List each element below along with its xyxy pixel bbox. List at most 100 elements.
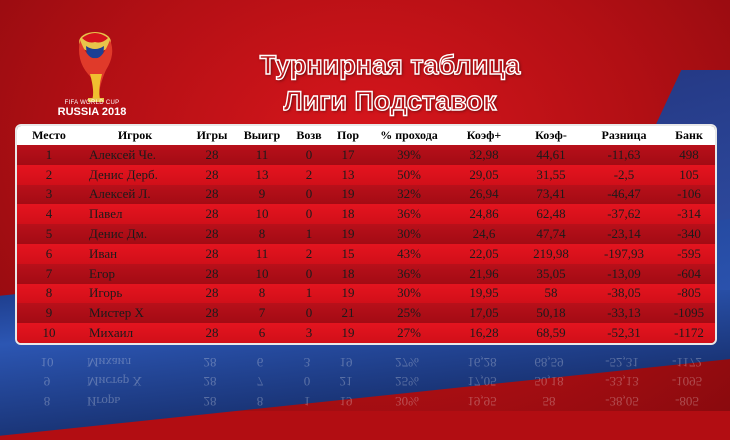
cell-coef-minus: 58 xyxy=(517,283,585,304)
reflection-cell: 30% xyxy=(395,394,419,410)
cell-pass-rate: 36% xyxy=(367,204,451,225)
cell-coef-plus: 24,6 xyxy=(451,224,517,244)
cell-pass-rate: 50% xyxy=(367,164,451,185)
table-row: 7 Егор 28 10 0 18 36% 21,96 35,05 -13,09 -604 xyxy=(17,263,715,284)
cell-coef-minus: 44,61 xyxy=(517,145,585,165)
cell-player: Алексей Л. xyxy=(81,184,189,205)
cell-place: 2 xyxy=(17,164,81,185)
cell-wins: 7 xyxy=(235,303,289,324)
reflection-cell: -33,13 xyxy=(605,374,639,390)
header-bank: Банк xyxy=(663,126,715,145)
standings-table: Место Игрок Игры Выигр Возв Пор% прохода Коэф+… xyxy=(17,126,715,343)
cell-losses: 21 xyxy=(329,303,367,324)
cell-coef-minus: 68,59 xyxy=(517,323,585,343)
cell-place: 3 xyxy=(17,184,81,205)
cell-pass-rate: 39% xyxy=(367,145,451,165)
cell-returns: 1 xyxy=(289,283,329,304)
reflection-cell: 50,18 xyxy=(534,374,564,390)
cell-player: Игорь xyxy=(81,283,189,304)
cell-difference: -11,63 xyxy=(585,145,663,165)
cell-coef-minus: 219,98 xyxy=(517,243,585,264)
header-games: Игры xyxy=(189,126,235,145)
cell-place: 5 xyxy=(17,224,81,244)
cell-player: Иван xyxy=(81,243,189,264)
cell-place: 1 xyxy=(17,145,81,165)
reflection-cell: Михаил xyxy=(87,354,132,370)
cell-coef-plus: 22,05 xyxy=(451,243,517,264)
cell-bank: -805 xyxy=(663,283,715,304)
cell-losses: 19 xyxy=(329,283,367,304)
cell-games: 28 xyxy=(189,204,235,225)
cell-coef-minus: 50,18 xyxy=(517,303,585,324)
reflection-cell: 27% xyxy=(395,354,419,370)
reflection-cell: 21 xyxy=(339,374,353,390)
table-row: 5 Денис Дм. 28 8 1 19 30% 24,6 47,74 -23,14 -340 xyxy=(17,224,715,244)
cell-wins: 11 xyxy=(235,243,289,264)
table-row: 1 Алексей Че. 28 11 0 17 39% 32,98 44,61 -11,63 49… xyxy=(17,145,715,165)
reflection-cell: -52,31 xyxy=(605,354,639,370)
reflection-cell: 0 xyxy=(303,374,311,390)
reflection-cell: 9 xyxy=(43,374,51,390)
cell-games: 28 xyxy=(189,224,235,244)
cell-bank: -1172 xyxy=(663,323,715,343)
cell-place: 7 xyxy=(17,263,81,284)
cell-losses: 19 xyxy=(329,224,367,244)
cell-pass-rate: 43% xyxy=(367,243,451,264)
reflection-cell: 8 xyxy=(43,394,51,410)
cell-difference: -52,31 xyxy=(585,323,663,343)
table-row: 4 Павел 28 10 0 18 36% 24,86 62,48 -37,62 -314 xyxy=(17,204,715,225)
reflection-cell: 58 xyxy=(542,394,556,410)
cell-player: Алексей Че. xyxy=(81,145,189,165)
cell-coef-minus: 73,41 xyxy=(517,184,585,205)
cell-bank: -340 xyxy=(663,224,715,244)
cell-games: 28 xyxy=(189,164,235,185)
reflection-cell: -1172 xyxy=(672,354,702,370)
cell-difference: -23,14 xyxy=(585,224,663,244)
cell-player: Денис Дм. xyxy=(81,224,189,244)
cell-losses: 18 xyxy=(329,204,367,225)
cell-bank: 105 xyxy=(663,164,715,185)
reflection-cell: 3 xyxy=(303,354,311,370)
cell-returns: 0 xyxy=(289,184,329,205)
cell-bank: -595 xyxy=(663,243,715,264)
table-row: 3 Алексей Л. 28 9 0 19 32% 26,94 73,41 -46,47 -106 xyxy=(17,184,715,205)
header-pass-rate: % прохода xyxy=(367,126,451,145)
cell-wins: 13 xyxy=(235,164,289,185)
cell-wins: 8 xyxy=(235,224,289,244)
table-row: 10 Михаил 28 6 3 19 27% 16,28 68,59 -52,31 -1172 xyxy=(17,323,715,343)
cell-games: 28 xyxy=(189,263,235,284)
cell-returns: 0 xyxy=(289,204,329,225)
cell-difference: -33,13 xyxy=(585,303,663,324)
cell-coef-minus: 35,05 xyxy=(517,263,585,284)
reflection-cell: 19,95 xyxy=(467,394,497,410)
cell-games: 28 xyxy=(189,323,235,343)
cell-wins: 8 xyxy=(235,283,289,304)
header-losses: Пор xyxy=(329,126,367,145)
cell-returns: 2 xyxy=(289,164,329,185)
table-row: 9 Мистер Х 28 7 0 21 25% 17,05 50,18 -33,13 -1095 xyxy=(17,303,715,324)
cell-losses: 13 xyxy=(329,164,367,185)
cell-returns: 1 xyxy=(289,224,329,244)
cell-bank: -106 xyxy=(663,184,715,205)
cell-player: Егор xyxy=(81,263,189,284)
header-wins: Выигр xyxy=(235,126,289,145)
cell-coef-plus: 19,95 xyxy=(451,283,517,304)
cell-pass-rate: 30% xyxy=(367,283,451,304)
cell-coef-plus: 32,98 xyxy=(451,145,517,165)
world-cup-logo-icon xyxy=(79,32,113,102)
reflection-cell: Мистер Х xyxy=(87,374,142,390)
cell-games: 28 xyxy=(189,145,235,165)
cell-returns: 0 xyxy=(289,263,329,284)
reflection-cell: 19 xyxy=(339,394,353,410)
cell-bank: -314 xyxy=(663,204,715,225)
cell-pass-rate: 30% xyxy=(367,224,451,244)
header-coef-minus: Коэф- xyxy=(517,126,585,145)
cell-coef-plus: 29,05 xyxy=(451,164,517,185)
cell-player: Мистер Х xyxy=(81,303,189,324)
cell-place: 8 xyxy=(17,283,81,304)
reflection-cell: 8 xyxy=(256,394,264,410)
cell-player: Денис Дерб. xyxy=(81,164,189,185)
reflection-cell: -805 xyxy=(675,394,699,410)
header-returns: Возв xyxy=(289,126,329,145)
cell-returns: 0 xyxy=(289,145,329,165)
